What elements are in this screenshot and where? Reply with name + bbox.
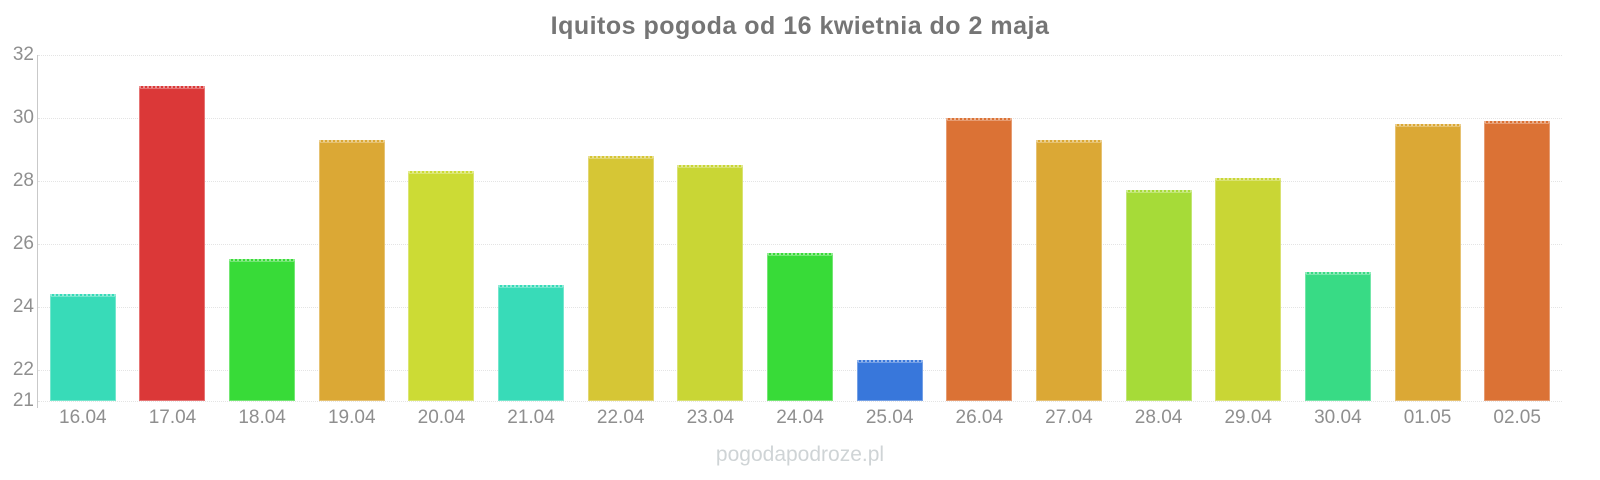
x-tick-30.04: 30.04 [1314,407,1362,428]
x-tick-26.04: 26.04 [955,407,1004,428]
x-tick-28.04: 28.04 [1134,407,1183,428]
bar-23.04 [677,165,744,401]
bar-26.04 [946,117,1013,401]
y-tick-22: 22 [12,358,34,380]
bar-22.04 [587,155,654,401]
bar-24.04 [767,253,833,401]
bar-27.04 [1035,139,1102,401]
x-tick-22.04: 22.04 [596,407,645,428]
watermark: pogodapodroze.pl [715,443,885,466]
bar-30.04 [1304,272,1371,401]
x-tick-17.04: 17.04 [148,407,197,428]
chart-title: Iquitos pogoda od 16 kwietnia do 2 maja [550,12,1050,40]
x-tick-01.05: 01.05 [1403,407,1452,428]
x-tick-16.04: 16.04 [59,407,107,428]
bar-16.04 [49,294,116,401]
x-tick-19.04: 19.04 [327,407,376,428]
y-tick-30: 30 [12,106,34,128]
x-tick-20.04: 20.04 [417,407,466,428]
bar-02.05 [1484,121,1551,401]
x-tick-18.04: 18.04 [238,407,286,428]
x-tick-02.05: 02.05 [1493,407,1541,428]
y-tick-21: 21 [12,390,34,411]
bar-20.04 [408,171,475,401]
y-tick-28: 28 [12,169,34,191]
bar-29.04 [1215,177,1282,401]
bar-21.04 [498,284,565,401]
x-tick-27.04: 27.04 [1045,407,1093,428]
plot-area: 16.04 17.04 18.04 19.04 20.04 21.04 22.04 23.04… [38,55,1562,428]
y-axis-line [37,55,38,408]
y-tick-24: 24 [12,295,34,317]
x-tick-29.04: 29.04 [1224,407,1272,428]
bar-01.05 [1394,124,1461,401]
bar-17.04 [139,86,206,401]
y-tick-32: 32 [12,44,34,65]
gridline-32 [38,55,1562,56]
gridline-26 [38,243,1562,245]
bar-25.04 [856,360,923,401]
bar-18.04 [229,259,296,401]
x-tick-25.04: 25.04 [865,407,914,428]
gridline-30 [38,117,1562,119]
gridline-28 [38,180,1562,182]
bar-19.04 [318,139,385,401]
x-tick-21.04: 21.04 [507,407,555,428]
x-tick-23.04: 23.04 [686,407,735,428]
y-tick-26: 26 [12,232,34,254]
gridline-21 [38,401,1562,402]
bar-28.04 [1125,190,1192,401]
x-tick-24.04: 24.04 [776,407,824,428]
